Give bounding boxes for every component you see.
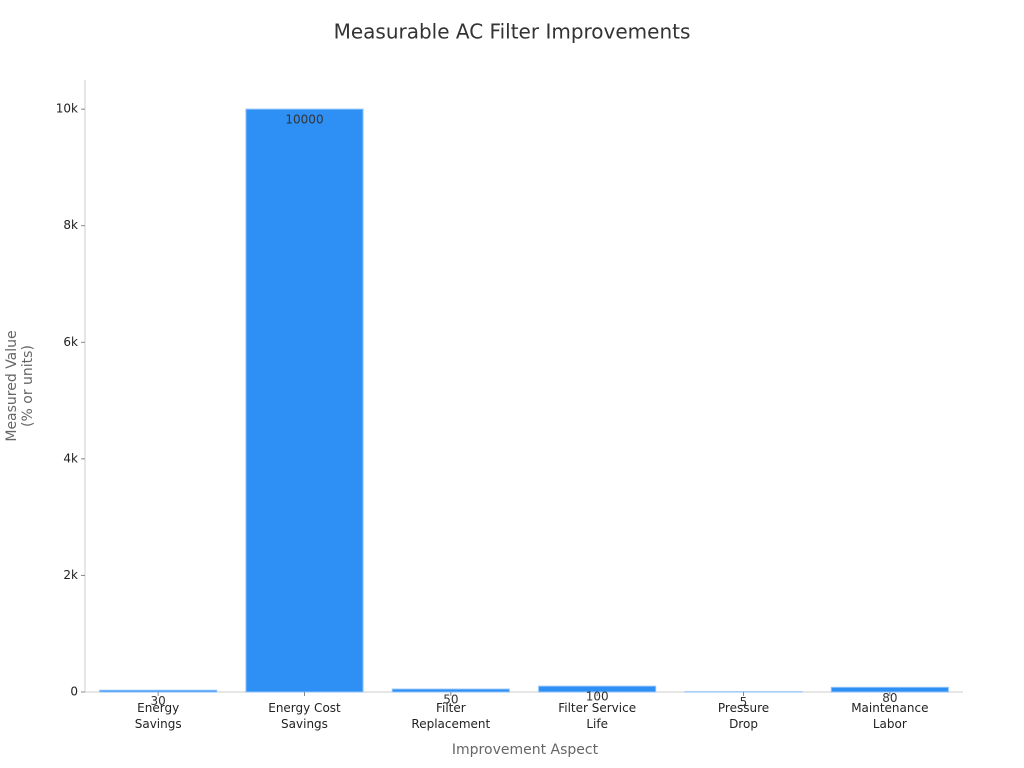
y-tick-label: 4k: [63, 451, 78, 465]
value-label: 5: [740, 695, 748, 709]
value-label: 100: [586, 690, 609, 704]
y-tick-label: 10k: [56, 102, 78, 116]
x-axis-label: Improvement Aspect: [452, 742, 599, 758]
value-label: 80: [882, 691, 897, 705]
x-tick-label: Pressure Drop: [718, 701, 769, 731]
x-tick-label: Energy Savings: [135, 701, 182, 731]
chart-title: Measurable AC Filter Improvements: [334, 20, 691, 44]
bar: [391, 688, 510, 693]
x-tick-label: Energy Cost Savings: [268, 701, 341, 731]
value-label: 30: [151, 694, 166, 708]
y-tick-label: 0: [70, 685, 78, 699]
x-tick-label: Filter Replacement: [411, 701, 490, 731]
bar: [99, 689, 218, 693]
value-label: 10000: [285, 113, 323, 127]
y-tick-label: 2k: [63, 568, 78, 582]
x-tick-label: Maintenance Labor: [851, 701, 928, 731]
value-label: 50: [443, 693, 458, 707]
y-tick-label: 8k: [63, 218, 78, 232]
bar: [245, 108, 364, 693]
x-tick-label: Filter Service Life: [558, 701, 636, 731]
y-tick-label: 6k: [63, 335, 78, 349]
y-axis-label: Measured Value(% or units): [4, 330, 36, 441]
